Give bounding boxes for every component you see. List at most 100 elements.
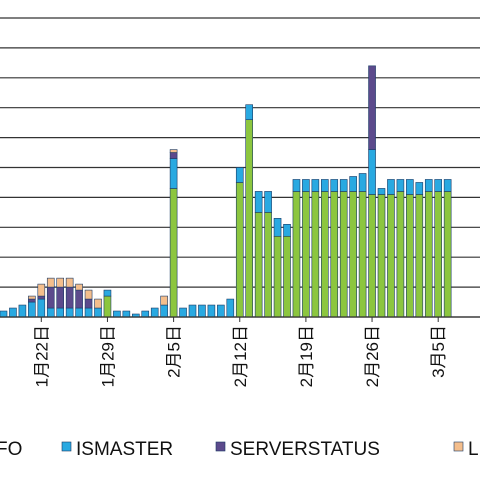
- bar-segment-ismaster: [0, 310, 8, 318]
- bar-segment-ismaster: [207, 304, 216, 318]
- bar-segment-buildinfo: [396, 191, 405, 318]
- bar-segment-list: [75, 283, 83, 291]
- bar-segment-list: [84, 289, 93, 300]
- bar-segment-list: [28, 295, 36, 300]
- x-tick-label: 1月22日: [32, 325, 51, 387]
- bar-segment-serverstatus: [37, 295, 46, 300]
- bar-segment-list: [56, 277, 65, 288]
- legend: FO ISMASTER SERVERSTATUS L: [0, 439, 479, 460]
- bar-segment-ismaster: [28, 301, 36, 318]
- bar-stack: [292, 179, 301, 318]
- bar-segment-list: [46, 277, 55, 288]
- bar-segment-ismaster: [387, 179, 395, 195]
- bar-segment-ismaster: [368, 149, 376, 195]
- bar-segment-ismaster: [396, 179, 405, 192]
- bar-segment-buildinfo: [387, 194, 395, 318]
- bar-segment-ismaster: [18, 304, 27, 318]
- bar-segment-ismaster: [406, 179, 414, 195]
- bar-stack: [330, 179, 339, 318]
- bar-stack: [56, 277, 65, 318]
- bar-stack: [235, 167, 244, 318]
- bar-segment-list: [94, 298, 102, 309]
- x-tick-label: 3月5日: [429, 325, 448, 378]
- bar-stack: [320, 179, 329, 318]
- x-tick-label: 1月29日: [98, 325, 117, 387]
- bar-stack: [396, 179, 405, 318]
- bar-stack: [387, 179, 395, 318]
- bar-stack: [424, 179, 433, 318]
- tick-label-layer: 1月22日 1月29日 2月5日 2月12日 2月19日 2月26日 3月5日: [32, 325, 448, 387]
- bar-segment-buildinfo: [273, 235, 282, 318]
- bar-segment-buildinfo: [443, 191, 452, 318]
- bar-segment-ismaster: [283, 224, 291, 237]
- bar-segment-serverstatus: [368, 65, 376, 150]
- legend-swatch: [61, 441, 72, 452]
- bar-segment-buildinfo: [349, 191, 357, 318]
- bar-stack: [122, 310, 131, 318]
- bar-segment-ismaster: [103, 289, 112, 297]
- bar-segment-buildinfo: [103, 295, 112, 318]
- bar-segment-ismaster: [198, 304, 206, 318]
- bar-segment-ismaster: [65, 307, 74, 318]
- bar-segment-buildinfo: [254, 212, 263, 318]
- bar-stack: [113, 310, 121, 318]
- bar-stack: [179, 307, 187, 318]
- bar-stack: [368, 65, 376, 318]
- bar-segment-ismaster: [113, 310, 121, 318]
- bar-segment-buildinfo: [169, 188, 178, 318]
- bar-segment-serverstatus: [46, 286, 55, 309]
- bar-stack: [254, 191, 263, 318]
- bar-stack: [198, 304, 206, 318]
- legend-label: ISMASTER: [76, 439, 173, 460]
- bar-segment-buildinfo: [406, 194, 414, 318]
- bar-segment-buildinfo: [358, 191, 367, 318]
- bar-segment-ismaster: [160, 304, 168, 318]
- bar-stack: [150, 307, 159, 318]
- bar-stack: [207, 304, 216, 318]
- bar-segment-buildinfo: [320, 191, 329, 318]
- bar-segment-serverstatus: [75, 289, 83, 309]
- bar-stack: [226, 298, 235, 318]
- bar-segment-buildinfo: [434, 191, 443, 318]
- bar-stack: [217, 304, 225, 318]
- bar-segment-ismaster: [424, 179, 433, 192]
- bar-segment-list: [160, 295, 168, 306]
- axis-layer: [0, 316, 480, 322]
- bar-stack: [245, 104, 253, 318]
- bar-segment-serverstatus: [28, 298, 36, 303]
- bar-segment-ismaster: [339, 179, 348, 192]
- bar-layer: [0, 65, 452, 318]
- bar-segment-ismaster: [273, 218, 282, 237]
- bar-segment-ismaster: [377, 188, 386, 195]
- bar-segment-ismaster: [9, 307, 17, 318]
- legend-item-fo: FO: [0, 439, 22, 460]
- bar-stack: [283, 224, 291, 318]
- bar-segment-ismaster: [141, 310, 150, 318]
- bar-segment-ismaster: [254, 191, 263, 213]
- bar-segment-ismaster: [311, 179, 320, 192]
- bar-stack: [0, 310, 8, 318]
- bar-segment-ismaster: [443, 179, 452, 192]
- x-tick-label: 2月12日: [231, 325, 250, 387]
- bar-segment-ismaster: [358, 173, 367, 192]
- bar-stack: [434, 179, 443, 318]
- bar-segment-ismaster: [94, 307, 102, 318]
- bar-segment-ismaster: [37, 298, 46, 318]
- bar-segment-ismaster: [179, 307, 187, 318]
- bar-segment-ismaster: [122, 310, 131, 318]
- bar-segment-list: [65, 277, 74, 288]
- bar-stack: [349, 176, 357, 318]
- bar-stack: [406, 179, 414, 318]
- legend-item-ismaster: ISMASTER: [61, 439, 173, 460]
- bar-segment-serverstatus: [56, 286, 65, 309]
- bar-segment-buildinfo: [292, 191, 301, 318]
- bar-stack: [103, 289, 112, 318]
- legend-item-l: L: [453, 439, 479, 460]
- bar-segment-buildinfo: [424, 191, 433, 318]
- bar-segment-ismaster: [415, 182, 424, 195]
- bar-stack: [443, 179, 452, 318]
- bar-stack: [46, 277, 55, 318]
- bar-segment-buildinfo: [235, 182, 244, 318]
- bar-segment-buildinfo: [339, 191, 348, 318]
